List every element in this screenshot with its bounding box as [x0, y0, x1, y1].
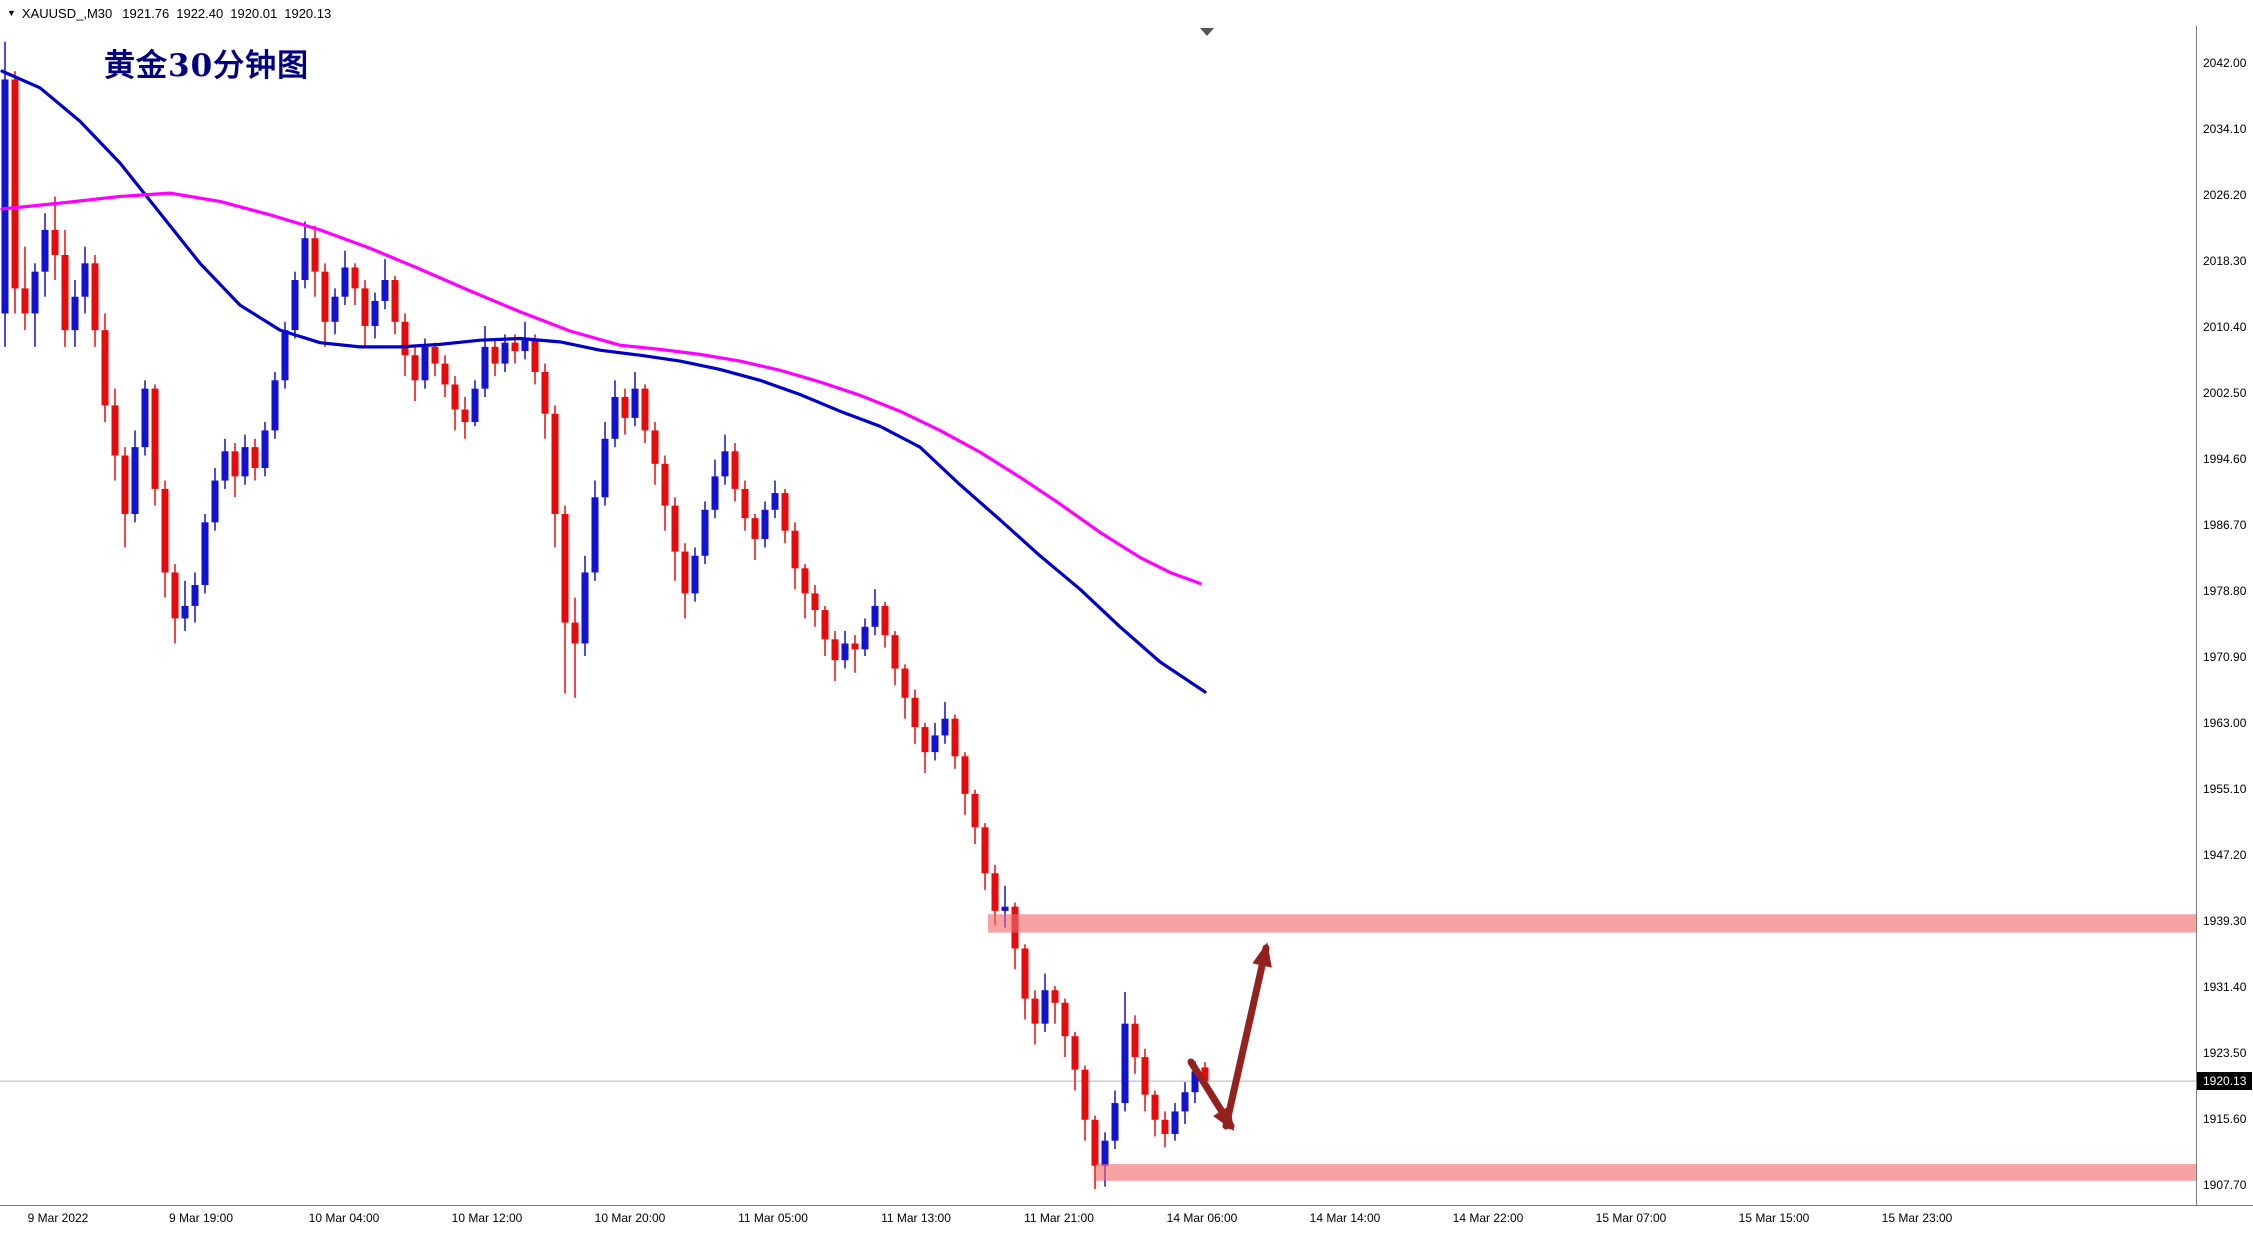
- time-tick-label: 14 Mar 14:00: [1309, 1211, 1381, 1225]
- quote-bar: ▼ XAUUSD_,M30 1921.76 1922.40 1920.01 19…: [0, 0, 2253, 26]
- time-tick-label: 14 Mar 22:00: [1452, 1211, 1524, 1225]
- time-tick-label: 10 Mar 04:00: [308, 1211, 380, 1225]
- quote-low: 1920.01: [230, 5, 278, 21]
- candlesticks: [1, 41, 1209, 1190]
- chart-title: 黄金30分钟图: [104, 48, 310, 84]
- time-tick-label: 9 Mar 2022: [27, 1211, 89, 1225]
- price-tick-label: 1955.10: [2203, 781, 2247, 796]
- current-price-tag: 1920.13: [2197, 1072, 2252, 1091]
- price-tick-label: 2002.50: [2203, 385, 2247, 400]
- time-tick-label: 15 Mar 07:00: [1595, 1211, 1667, 1225]
- price-tick-label: 2026.20: [2203, 187, 2247, 202]
- time-tick-label: 10 Mar 20:00: [594, 1211, 666, 1225]
- time-tick-label: 15 Mar 23:00: [1881, 1211, 1953, 1225]
- price-tick-label: 1915.60: [2203, 1111, 2247, 1126]
- time-tick-label: 11 Mar 21:00: [1024, 1211, 1094, 1225]
- price-tick-label: 1963.00: [2203, 715, 2247, 730]
- time-tick-label: 14 Mar 06:00: [1166, 1211, 1238, 1225]
- time-axis[interactable]: 9 Mar 2022 9 Mar 19:00 10 Mar 04:00 10 Mar …: [0, 1205, 2253, 1233]
- chart-shift-marker-icon[interactable]: [1200, 28, 1214, 36]
- price-tick-label: 1939.30: [2203, 913, 2247, 928]
- price-tick-label: 1986.70: [2203, 517, 2247, 532]
- price-tick-label: 1931.40: [2203, 979, 2247, 994]
- zone-resistance: [988, 914, 2196, 933]
- time-tick-label: 15 Mar 15:00: [1738, 1211, 1810, 1225]
- quote-high: 1922.40: [176, 5, 224, 21]
- time-tick-label: 11 Mar 13:00: [881, 1211, 951, 1225]
- price-tick-label: 2042.00: [2203, 55, 2247, 70]
- ma-slow-line: [0, 191, 1202, 585]
- symbol-dropdown-icon[interactable]: ▼: [7, 8, 16, 18]
- trend-arrow: [1187, 942, 1272, 1132]
- price-tick-label: 1947.20: [2203, 847, 2247, 862]
- ma-fast-line: [0, 69, 1207, 694]
- price-tick-label: 1994.60: [2203, 451, 2247, 466]
- symbol-timeframe-label: XAUUSD_,M30: [21, 5, 113, 21]
- quote-open: 1921.76: [122, 5, 170, 21]
- price-tick-label: 1970.90: [2203, 649, 2247, 664]
- price-axis[interactable]: 1920.13 2042.00 2034.10 2026.20 2018.30 2010…: [2196, 26, 2253, 1205]
- price-tick-label: 1923.50: [2203, 1045, 2247, 1060]
- price-tick-label: 2034.10: [2203, 121, 2247, 136]
- price-tick-label: 1907.70: [2203, 1177, 2247, 1192]
- price-tick-label: 2010.40: [2203, 319, 2247, 334]
- zone-support: [1096, 1164, 2196, 1181]
- price-tick-label: 2018.30: [2203, 253, 2247, 268]
- time-tick-label: 9 Mar 19:00: [168, 1211, 234, 1225]
- time-tick-label: 11 Mar 05:00: [738, 1211, 808, 1225]
- quote-close: 1920.13: [284, 5, 332, 21]
- time-tick-label: 10 Mar 12:00: [451, 1211, 523, 1225]
- price-tick-label: 1978.80: [2203, 583, 2247, 598]
